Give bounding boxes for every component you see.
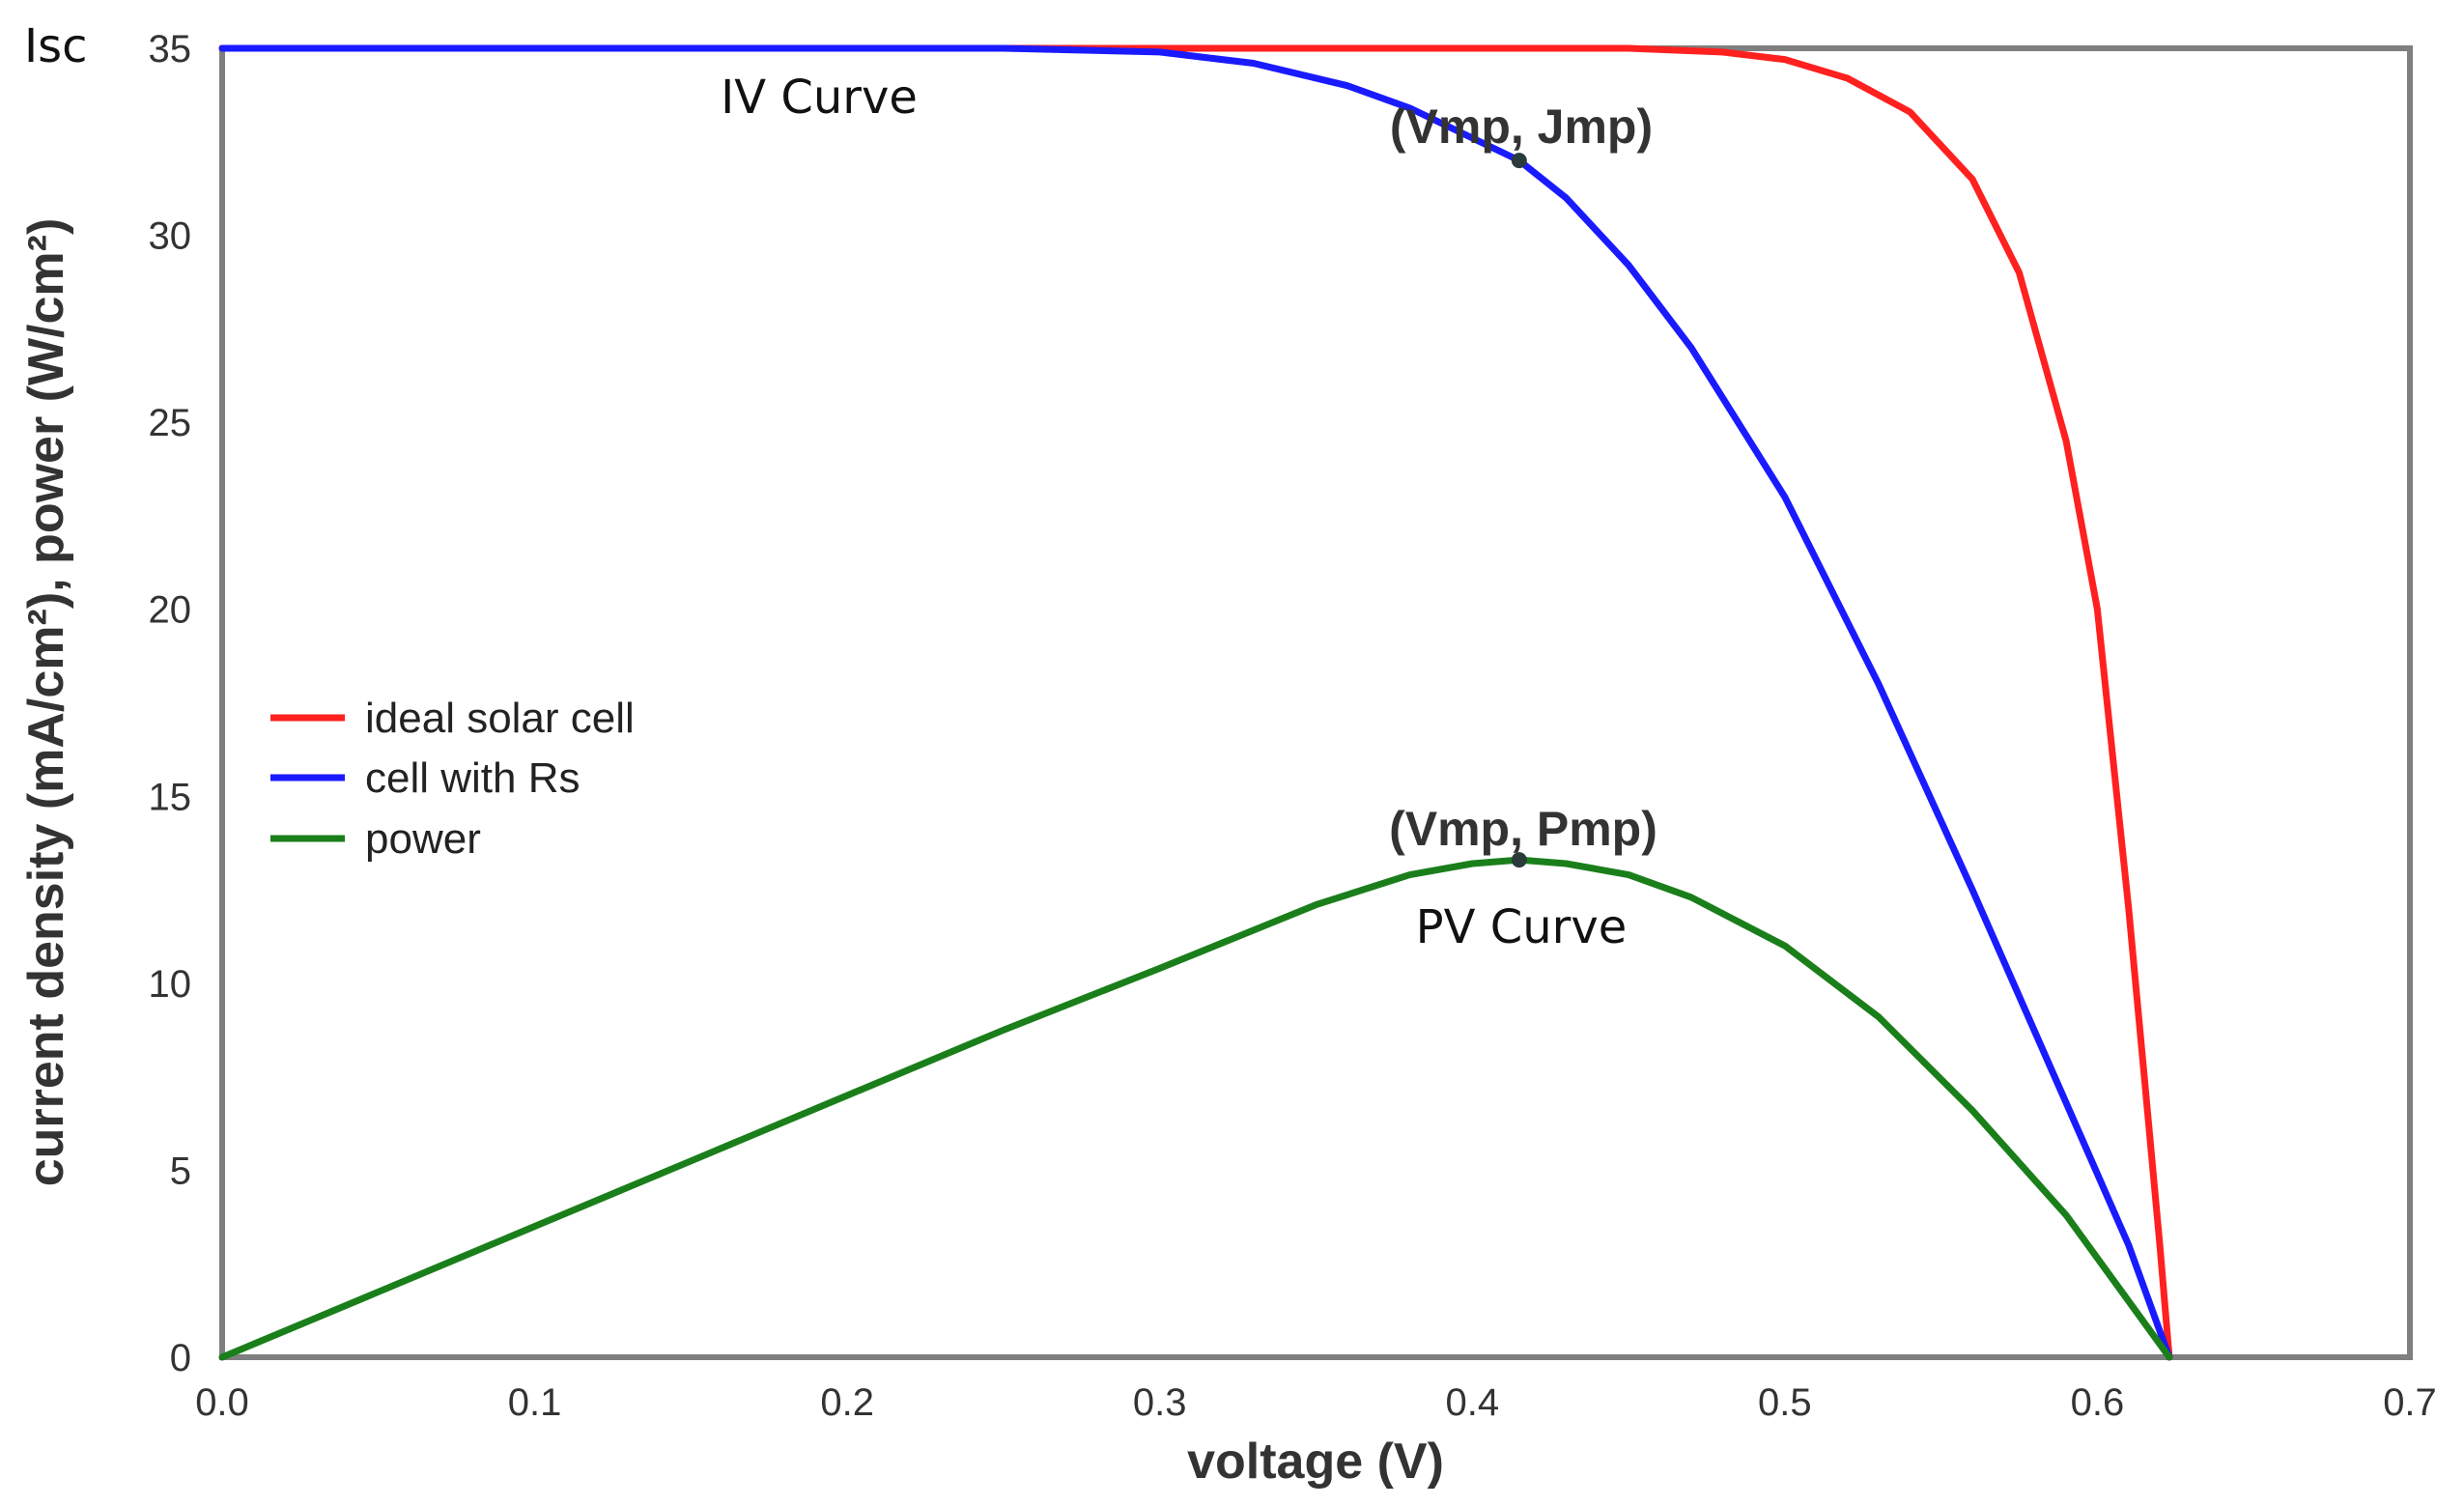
x-tick-labels: 0.0 0.1 0.2 0.3 0.4 0.5 0.6 0.7 bbox=[195, 1381, 2437, 1424]
y-tick-label: 10 bbox=[149, 963, 192, 1006]
x-tick-label: 0.4 bbox=[1445, 1381, 1499, 1424]
y-tick-label: 0 bbox=[170, 1337, 191, 1379]
y-tick-label: 30 bbox=[149, 215, 192, 258]
series-line-0 bbox=[218, 44, 2173, 1361]
x-tick-label: 0.7 bbox=[2383, 1381, 2437, 1424]
legend-label-rs: cell with Rs bbox=[365, 754, 581, 802]
point-mp_iv bbox=[1511, 153, 1527, 169]
vmp-jmp-label: (Vmp, Jmp) bbox=[1390, 99, 1653, 154]
y-tick-label: 15 bbox=[149, 776, 192, 818]
max-power-points bbox=[1511, 153, 1527, 868]
legend: ideal solar cell cell with Rs power bbox=[270, 695, 635, 863]
iv-curve-label: IV Curve bbox=[721, 71, 918, 125]
x-tick-label: 0.6 bbox=[2071, 1381, 2125, 1424]
legend-label-power: power bbox=[365, 815, 481, 863]
y-tick-label: 20 bbox=[149, 589, 192, 632]
y-tick-label: 35 bbox=[149, 28, 192, 71]
y-axis-title: current density (mA/cm²), power (W/cm²) bbox=[18, 218, 74, 1187]
y-tick-label: 25 bbox=[149, 402, 192, 444]
y-tick-labels: 0 5 10 15 20 25 30 35 bbox=[149, 28, 192, 1379]
isc-label: Isc bbox=[24, 19, 88, 73]
x-tick-label: 0.1 bbox=[508, 1381, 562, 1424]
x-tick-label: 0.0 bbox=[195, 1381, 249, 1424]
series-line-2 bbox=[218, 856, 2173, 1361]
x-tick-label: 0.3 bbox=[1133, 1381, 1187, 1424]
x-tick-label: 0.5 bbox=[1758, 1381, 1812, 1424]
x-axis-title: voltage (V) bbox=[1187, 1434, 1444, 1490]
pv-curve-label: PV Curve bbox=[1416, 900, 1628, 954]
vmp-pmp-label: (Vmp, Pmp) bbox=[1389, 802, 1657, 856]
x-tick-label: 0.2 bbox=[820, 1381, 874, 1424]
legend-label-ideal: ideal solar cell bbox=[365, 695, 635, 742]
y-tick-label: 5 bbox=[170, 1150, 191, 1192]
point-mp_pv bbox=[1511, 852, 1527, 868]
